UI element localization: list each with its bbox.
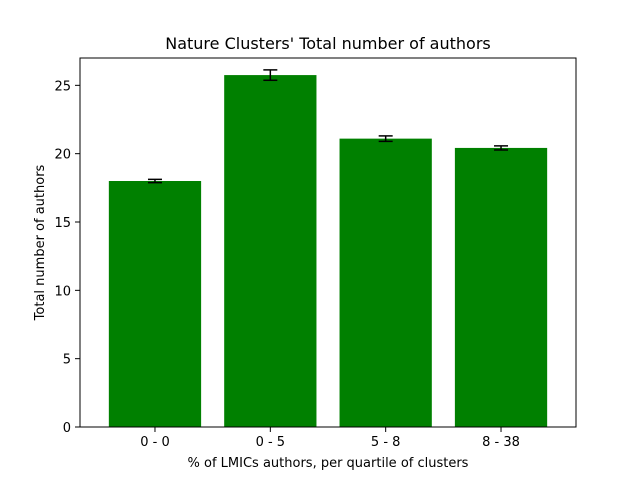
x-tick-label-1: 0 - 5: [256, 435, 286, 450]
bar-1: [224, 75, 317, 427]
y-tick-label-0: 0: [63, 421, 71, 436]
error-bars-group: [147, 69, 509, 184]
y-tick-label-3: 15: [54, 216, 71, 231]
error-bar-2: [378, 135, 393, 143]
bar-3: [454, 147, 548, 427]
error-bar-0: [147, 178, 162, 184]
y-axis: 0 5 10 15 20 25: [54, 79, 80, 436]
x-axis-label: % of LMICs authors, per quartile of clus…: [188, 456, 469, 471]
bar-0: [108, 181, 202, 427]
y-axis-label: Total number of authors: [33, 164, 48, 321]
error-bar-3: [494, 145, 509, 151]
bar-2: [339, 138, 432, 427]
x-tick-label-2: 5 - 8: [371, 435, 401, 450]
x-tick-label-3: 8 - 38: [482, 435, 520, 450]
x-tick-label-0: 0 - 0: [140, 435, 170, 450]
y-tick-label-1: 5: [63, 353, 71, 368]
error-bar-1: [263, 69, 278, 82]
bars-group: [108, 75, 548, 427]
plot-frame: [79, 57, 577, 428]
y-tick-label-4: 20: [54, 148, 71, 163]
y-tick-label-2: 10: [54, 284, 71, 299]
y-tick-label-5: 25: [54, 79, 71, 94]
x-axis: 0 - 0 0 - 5 5 - 8 8 - 38: [140, 427, 520, 450]
chart-title: Nature Clusters' Total number of authors: [165, 34, 491, 53]
